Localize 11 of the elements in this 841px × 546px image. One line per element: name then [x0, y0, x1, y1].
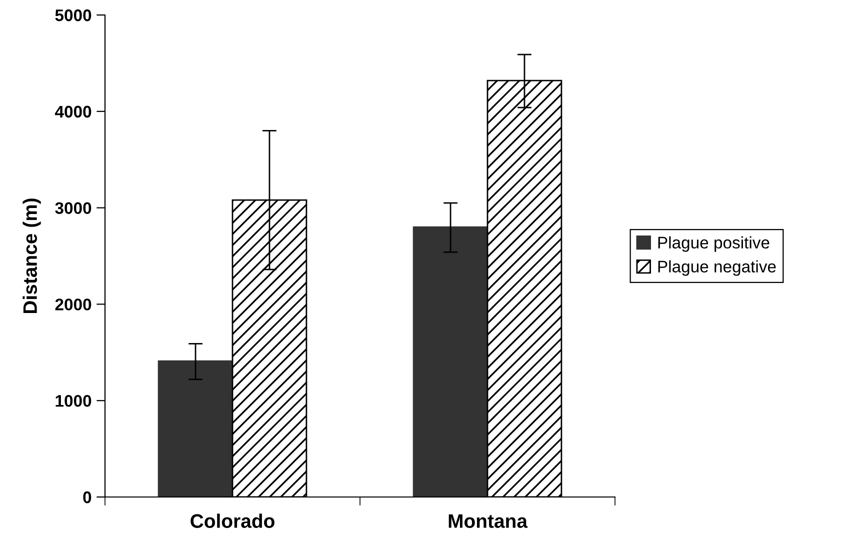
y-tick-label: 1000 [56, 395, 92, 407]
x-tick-label: Colorado [190, 514, 274, 528]
legend-label: Plague negative [658, 260, 776, 276]
x-tick-label: Montana [448, 514, 528, 528]
y-tick-label: 2000 [55, 298, 92, 310]
y-axis-title: Distance (m) [22, 198, 41, 314]
legend-label: Plague positive [658, 236, 770, 252]
y-tick-label: 0 [83, 491, 92, 504]
y-tick-label: 4000 [54, 106, 92, 118]
y-tick-label: 5000 [55, 9, 92, 22]
y-tick-label: 3000 [55, 202, 92, 214]
